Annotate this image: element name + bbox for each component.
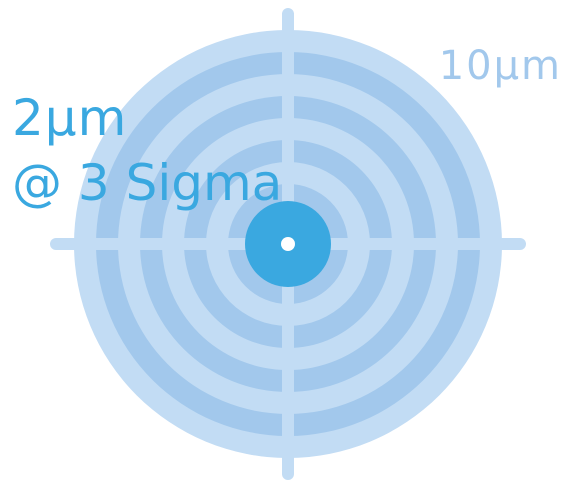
outer-tolerance-label: 10µm (438, 43, 562, 89)
accuracy-note-label: @ 3 Sigma (12, 154, 283, 212)
bullseye-center-dot (281, 237, 295, 251)
accuracy-value-label: 2µm (12, 89, 128, 147)
